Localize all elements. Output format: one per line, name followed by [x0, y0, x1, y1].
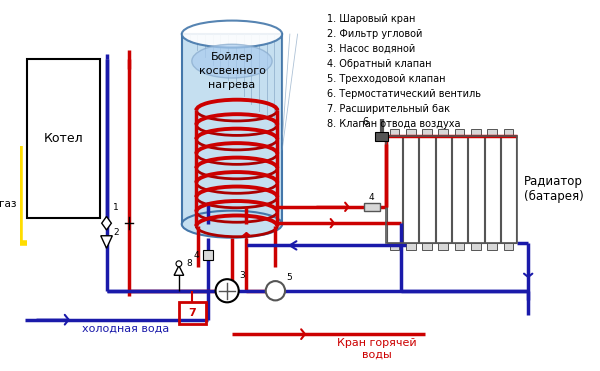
- Bar: [503, 129, 514, 137]
- Text: газ: газ: [0, 199, 17, 209]
- Text: Кран горячей
воды: Кран горячей воды: [337, 338, 416, 359]
- Text: 3. Насос водяной: 3. Насос водяной: [326, 44, 415, 54]
- Bar: [455, 243, 464, 250]
- Text: холодная вода: холодная вода: [82, 324, 169, 334]
- Bar: [386, 137, 517, 243]
- Bar: [471, 129, 481, 137]
- Bar: [364, 203, 380, 211]
- Text: 2. Фильтр угловой: 2. Фильтр угловой: [326, 29, 422, 39]
- Text: 8: 8: [187, 259, 193, 268]
- Text: 5: 5: [286, 273, 292, 282]
- Bar: [406, 243, 416, 250]
- Text: 8. Клапан отвода воздуха: 8. Клапан отвода воздуха: [326, 118, 460, 128]
- Bar: [487, 243, 497, 250]
- Bar: [389, 243, 400, 250]
- Text: 7: 7: [188, 308, 196, 318]
- Bar: [452, 137, 467, 243]
- Text: Бойлер
косвенного
нагрева: Бойлер косвенного нагрева: [199, 52, 265, 91]
- Bar: [422, 129, 432, 137]
- Text: 1: 1: [113, 203, 119, 212]
- Bar: [387, 137, 402, 243]
- Bar: [28, 59, 100, 219]
- Circle shape: [176, 261, 182, 267]
- Text: 1. Шаровый кран: 1. Шаровый кран: [326, 14, 415, 24]
- Text: 4: 4: [193, 250, 199, 260]
- Text: 4: 4: [369, 193, 374, 202]
- Ellipse shape: [192, 44, 272, 78]
- Text: 2: 2: [113, 228, 119, 237]
- Circle shape: [266, 281, 285, 301]
- Bar: [403, 137, 418, 243]
- Text: 6. Термостатический вентиль: 6. Термостатический вентиль: [326, 89, 481, 99]
- Bar: [501, 137, 516, 243]
- Bar: [422, 243, 432, 250]
- Bar: [375, 132, 388, 141]
- Ellipse shape: [182, 211, 282, 238]
- Ellipse shape: [182, 20, 282, 47]
- Bar: [389, 129, 400, 137]
- Bar: [468, 137, 484, 243]
- Text: 3: 3: [240, 271, 245, 280]
- Bar: [439, 243, 448, 250]
- Bar: [419, 137, 435, 243]
- Text: Радиатор
(батарея): Радиатор (батарея): [524, 175, 584, 203]
- Bar: [471, 243, 481, 250]
- Text: 6: 6: [362, 117, 368, 127]
- Bar: [487, 129, 497, 137]
- Bar: [406, 129, 416, 137]
- Text: 4. Обратный клапан: 4. Обратный клапан: [326, 59, 431, 69]
- Bar: [179, 302, 206, 324]
- Text: 5. Трехходовой клапан: 5. Трехходовой клапан: [326, 74, 445, 83]
- Text: 7. Расширительный бак: 7. Расширительный бак: [326, 104, 449, 114]
- Polygon shape: [102, 216, 112, 230]
- Text: Котел: Котел: [44, 132, 83, 145]
- Polygon shape: [174, 266, 184, 275]
- Bar: [503, 243, 514, 250]
- Bar: [439, 129, 448, 137]
- Bar: [485, 137, 500, 243]
- Circle shape: [215, 279, 239, 302]
- Bar: [455, 129, 464, 137]
- Bar: [436, 137, 451, 243]
- Polygon shape: [101, 236, 112, 248]
- Bar: [182, 34, 282, 224]
- Bar: [203, 250, 212, 260]
